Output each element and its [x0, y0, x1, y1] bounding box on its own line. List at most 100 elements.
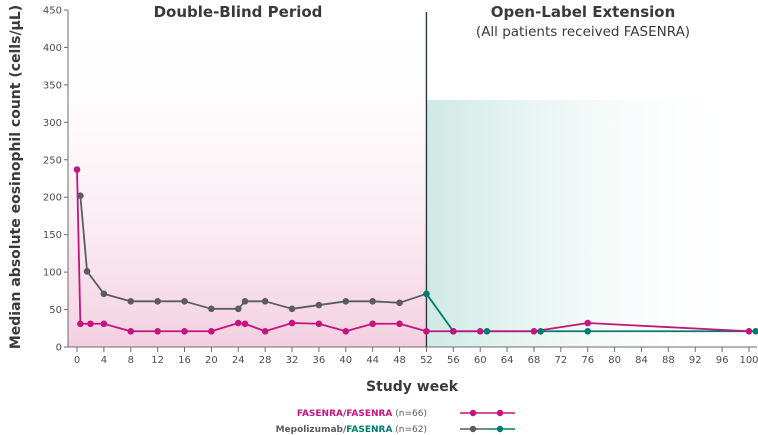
mepolizumab-series-point — [288, 305, 296, 313]
mepolizumab-series-point — [423, 290, 430, 298]
mepolizumab-series-point — [315, 301, 323, 309]
mepolizumab-series-point — [584, 327, 592, 335]
y-tick-label: 50 — [49, 305, 62, 316]
mepolizumab-series-point — [261, 298, 269, 305]
mepolizumab-series-point — [100, 290, 108, 298]
open-label-background — [426, 100, 747, 347]
mepolizumab-series-point — [396, 299, 403, 307]
mepolizumab-series-point — [234, 305, 242, 313]
x-tick-label: 44 — [366, 355, 379, 366]
fasenra-series-point — [369, 320, 376, 328]
x-tick-label: 56 — [447, 355, 460, 366]
fasenra-series-point — [208, 327, 215, 335]
fasenra-series-segment — [586, 322, 750, 333]
mepolizumab-series-segment — [318, 300, 347, 306]
x-tick-label: 64 — [501, 355, 514, 366]
fasenra-series-segment — [291, 322, 320, 325]
mepolizumab-series-point — [342, 298, 350, 305]
x-tick-label: 36 — [313, 355, 326, 366]
mepolizumab-series-segment — [102, 292, 132, 303]
fasenra-series-point — [73, 166, 81, 173]
mepolizumab-series-point — [181, 298, 188, 305]
fasenra-series-point — [476, 327, 484, 335]
fasenra-series-segment — [244, 322, 267, 333]
x-tick-label: 100 — [739, 355, 758, 366]
x-tick-label: 40 — [339, 355, 352, 366]
legend-mepolizumab-name: Mepolizumab/ — [276, 425, 347, 435]
y-tick-label: 150 — [43, 230, 62, 241]
legend-fasenra-name: FASENRA/FASENRA — [297, 409, 393, 419]
mepolizumab-series-point — [483, 327, 491, 335]
mepolizumab-series-point — [241, 298, 249, 305]
fasenra-series-point — [234, 319, 242, 327]
legend-mepolizumab-marker — [496, 425, 504, 433]
fasenra-series-point — [261, 327, 269, 335]
legend-mepolizumab-marker — [469, 425, 477, 433]
fasenra-series-point — [423, 327, 430, 335]
mepolizumab-series-point — [537, 327, 544, 335]
y-tick-label: 0 — [56, 343, 62, 354]
x-axis-title: Study week — [366, 379, 459, 395]
x-tick-label: 72 — [554, 355, 567, 366]
fasenra-series-point — [127, 327, 135, 335]
x-tick-label: 24 — [232, 355, 245, 366]
fasenra-series-point — [288, 319, 296, 327]
y-tick-label: 300 — [43, 118, 62, 129]
fasenra-series-point — [154, 327, 161, 335]
x-tick-label: 68 — [528, 355, 541, 366]
fasenra-series-segment — [344, 322, 374, 333]
double-blind-background — [68, 10, 427, 347]
legend-fasenra-marker — [469, 409, 477, 417]
mepolizumab-series-point — [369, 298, 376, 305]
y-axis-ticks: 0 50 100 150 200 250 300 350 400 450 — [43, 6, 68, 354]
x-tick-label: 92 — [689, 355, 702, 366]
legend-mepolizumab-n: (n=62) — [392, 425, 427, 435]
x-tick-label: 60 — [474, 355, 487, 366]
fasenra-series-point — [100, 320, 108, 328]
open-label-subtitle: (All patients received FASENRA) — [476, 24, 690, 40]
x-tick-label: 32 — [286, 355, 299, 366]
y-tick-label: 450 — [43, 6, 62, 17]
open-label-title: Open-Label Extension — [491, 3, 676, 21]
x-tick-label: 76 — [581, 355, 594, 366]
x-tick-label: 16 — [178, 355, 191, 366]
legend-mepolizumab-suffix: FASENRA — [346, 425, 392, 435]
fasenra-series-point — [530, 327, 538, 335]
x-tick-label: 8 — [128, 355, 134, 366]
legend-fasenra-n: (n=66) — [392, 409, 427, 419]
legend-fasenra-marker — [496, 409, 504, 417]
fasenra-series-point — [87, 320, 94, 328]
legend: FASENRA/FASENRA (n=66) Mepolizumab/FASEN… — [276, 409, 515, 435]
fasenra-series-segment — [210, 322, 240, 333]
x-tick-label: 28 — [259, 355, 272, 366]
y-tick-label: 400 — [43, 43, 62, 54]
mepolizumab-series-point — [127, 298, 135, 305]
legend-item-fasenra: FASENRA/FASENRA (n=66) — [297, 409, 427, 419]
mepolizumab-series-segment — [398, 292, 428, 304]
mepolizumab-series-point — [83, 268, 91, 275]
fasenra-series-segment — [398, 322, 428, 333]
fasenra-series-segment — [318, 322, 347, 333]
mepolizumab-series-point — [208, 305, 215, 313]
fasenra-series-point — [342, 327, 350, 335]
x-tick-label: 96 — [716, 355, 729, 366]
fasenra-series-point — [241, 320, 249, 328]
y-axis-title: Median absolute eosinophil count (cells/… — [8, 5, 24, 349]
x-tick-label: 52 — [420, 355, 433, 366]
fasenra-series-point — [584, 319, 592, 327]
y-tick-label: 250 — [43, 155, 62, 166]
x-tick-label: 48 — [393, 355, 406, 366]
fasenra-series-point — [181, 327, 188, 335]
series-layer — [73, 166, 758, 335]
mepolizumab-series-segment — [425, 292, 455, 333]
mepolizumab-series-segment — [264, 300, 293, 310]
x-tick-label: 20 — [205, 355, 218, 366]
x-tick-label: 84 — [635, 355, 648, 366]
fasenra-series-segment — [264, 322, 293, 333]
mepolizumab-series-segment — [183, 300, 213, 310]
fasenra-series-point — [450, 327, 457, 335]
x-tick-label: 0 — [74, 355, 80, 366]
mepolizumab-series-point — [154, 298, 161, 305]
y-tick-label: 350 — [43, 80, 62, 91]
